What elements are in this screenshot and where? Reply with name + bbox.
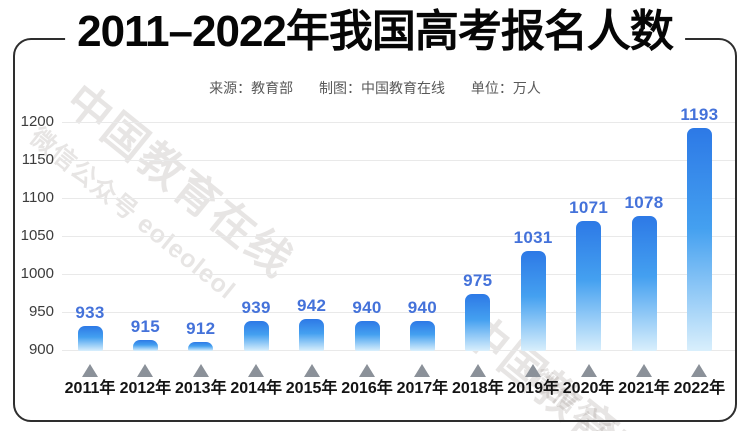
- x-axis-year-label: 2018年: [451, 380, 504, 397]
- triangle-marker-icon: [469, 364, 486, 377]
- bar: [686, 128, 712, 351]
- x-axis-year-label: 2022年: [673, 380, 726, 397]
- gridline: [62, 198, 735, 199]
- triangle-marker-icon: [691, 364, 708, 377]
- gridline: [62, 122, 735, 123]
- x-axis-year-label: 2012年: [119, 380, 172, 397]
- bar-value-label: 939: [241, 298, 271, 318]
- x-axis-year-label: 2019年: [507, 380, 559, 397]
- bar: [576, 221, 602, 351]
- triangle-marker-icon: [192, 364, 209, 377]
- bar-value-label: 1193: [680, 105, 719, 125]
- x-axis-year-label: 2020年: [562, 380, 615, 397]
- y-axis-tick-label: 900: [28, 341, 54, 358]
- triangle-marker-icon: [636, 364, 652, 377]
- x-axis-year-label: 2017年: [396, 380, 449, 397]
- gridline: [62, 236, 735, 237]
- gridline: [62, 312, 735, 313]
- gridline: [62, 350, 735, 351]
- bar: [520, 251, 546, 351]
- bar-value-label: 912: [186, 318, 216, 338]
- triangle-marker-icon: [82, 364, 98, 377]
- y-axis-tick-label: 1200: [20, 113, 54, 130]
- gridline: [62, 160, 735, 161]
- triangle-marker-icon: [414, 364, 431, 377]
- bar-value-label: 1078: [624, 192, 664, 212]
- triangle-marker-icon: [359, 364, 375, 377]
- bar-value-label: 933: [75, 302, 105, 322]
- y-axis-tick-label: 1000: [20, 265, 54, 282]
- triangle-marker-icon: [137, 364, 154, 377]
- bar: [243, 321, 269, 351]
- x-axis-year-label: 2015年: [285, 380, 338, 397]
- bar: [188, 341, 214, 351]
- bar: [465, 294, 491, 351]
- y-axis-tick-label: 1150: [21, 151, 54, 168]
- bar: [354, 320, 380, 351]
- y-axis-tick-label: 1100: [21, 189, 54, 206]
- bar-value-label: 940: [352, 297, 382, 317]
- bar: [132, 339, 158, 351]
- subtitle-source: 来源：教育部: [209, 80, 294, 96]
- triangle-marker-icon: [525, 364, 542, 377]
- bar-value-label: 940: [407, 297, 438, 317]
- triangle-marker-icon: [303, 364, 320, 377]
- bar: [299, 319, 325, 351]
- bar-value-label: 915: [130, 316, 161, 336]
- chart-title: 2011–2022年我国高考报名人数: [65, 6, 685, 58]
- triangle-marker-icon: [580, 364, 597, 377]
- x-axis-year-label: 2014年: [230, 380, 282, 397]
- x-axis-year-label: 2016年: [341, 380, 393, 397]
- chart-subtitle: 来源：教育部 制图：中国教育在线 单位：万人: [0, 79, 750, 97]
- y-axis-tick-label: 1050: [20, 227, 54, 244]
- x-axis-year-label: 2013年: [174, 380, 227, 397]
- subtitle-credit: 制图：中国教育在线: [319, 80, 445, 96]
- bar: [77, 325, 103, 351]
- bar: [409, 320, 435, 351]
- bar: [631, 215, 657, 351]
- bar-value-label: 942: [296, 296, 327, 316]
- bar-value-label: 1071: [569, 198, 609, 218]
- triangle-marker-icon: [248, 364, 265, 377]
- x-axis-year-label: 2011年: [64, 380, 116, 397]
- subtitle-unit: 单位：万人: [470, 80, 541, 96]
- bar-value-label: 975: [463, 271, 493, 290]
- bar-value-label: 1031: [513, 228, 553, 248]
- gridline: [62, 274, 735, 275]
- y-axis-tick-label: 950: [28, 303, 54, 320]
- x-axis-year-label: 2021年: [618, 380, 670, 397]
